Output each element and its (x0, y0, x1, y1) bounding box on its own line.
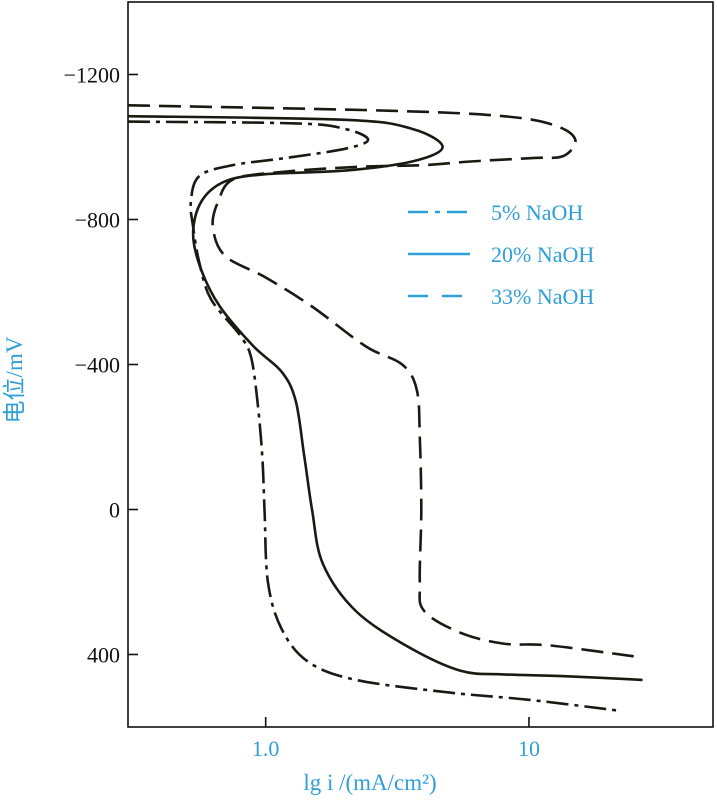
x-axis-ticks: 1.0 10 (252, 717, 540, 761)
series-line-2 (127, 114, 643, 682)
legend-label-3: 33% NaOH (491, 284, 594, 309)
y-tick-label: −800 (75, 208, 120, 233)
series-layer (127, 104, 643, 712)
legend-label-1: 5% NaOH (491, 200, 583, 225)
x-axis-title: lg i /(mA/cm²) (303, 770, 436, 795)
y-axis-ticks: −1200 −800 −400 0 400 (64, 63, 138, 668)
series-line-3 (127, 104, 634, 658)
y-tick-label: −400 (75, 353, 120, 378)
y-tick-label: 0 (109, 498, 120, 523)
y-tick-label: 400 (87, 643, 120, 668)
x-tick-label: 10 (518, 736, 540, 761)
y-tick-label: −1200 (64, 63, 120, 88)
legend: 5% NaOH 20% NaOH 33% NaOH (408, 200, 594, 309)
y-axis-title: 电位/mV (2, 336, 27, 423)
series-line-1 (127, 120, 620, 712)
x-tick-label: 1.0 (252, 736, 280, 761)
legend-label-2: 20% NaOH (491, 242, 594, 267)
